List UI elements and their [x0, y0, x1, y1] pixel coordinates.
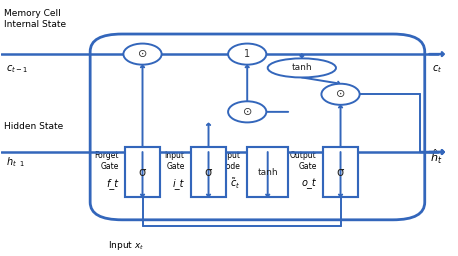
- FancyBboxPatch shape: [191, 147, 226, 197]
- Text: $\hat{h}_t$: $\hat{h}_t$: [430, 148, 442, 166]
- Circle shape: [228, 101, 267, 122]
- Ellipse shape: [267, 58, 336, 78]
- FancyBboxPatch shape: [247, 147, 288, 197]
- Circle shape: [322, 84, 360, 105]
- Text: σ: σ: [205, 166, 212, 179]
- Circle shape: [228, 44, 267, 65]
- Text: f_t: f_t: [106, 178, 119, 189]
- Text: Hidden State: Hidden State: [4, 122, 63, 131]
- Text: $c_t$: $c_t$: [431, 63, 442, 75]
- Text: Output
Gate: Output Gate: [290, 151, 316, 170]
- Text: Input
Node: Input Node: [220, 151, 240, 170]
- Text: ⊙: ⊙: [336, 89, 345, 99]
- Text: σ: σ: [139, 166, 146, 179]
- Text: $h_{t\ \ 1}$: $h_{t\ \ 1}$: [6, 155, 25, 169]
- Text: $\tilde{c}_t$: $\tilde{c}_t$: [230, 176, 240, 191]
- FancyBboxPatch shape: [125, 147, 159, 197]
- Text: Forget
Gate: Forget Gate: [94, 151, 119, 170]
- Text: 1: 1: [244, 49, 250, 59]
- Text: σ: σ: [337, 166, 344, 179]
- Text: tanh: tanh: [292, 63, 312, 72]
- Text: Memory Cell
Internal State: Memory Cell Internal State: [4, 9, 66, 29]
- Circle shape: [123, 44, 162, 65]
- Text: o_t: o_t: [302, 178, 316, 189]
- Text: ⊙: ⊙: [138, 49, 147, 59]
- Text: $c_{t-1}$: $c_{t-1}$: [6, 63, 28, 75]
- Text: Input
Gate: Input Gate: [164, 151, 185, 170]
- Text: tanh: tanh: [257, 168, 278, 177]
- Text: Input $x_t$: Input $x_t$: [109, 239, 145, 252]
- Text: ⊙: ⊙: [243, 107, 252, 117]
- Text: i_t: i_t: [173, 178, 185, 189]
- FancyBboxPatch shape: [323, 147, 358, 197]
